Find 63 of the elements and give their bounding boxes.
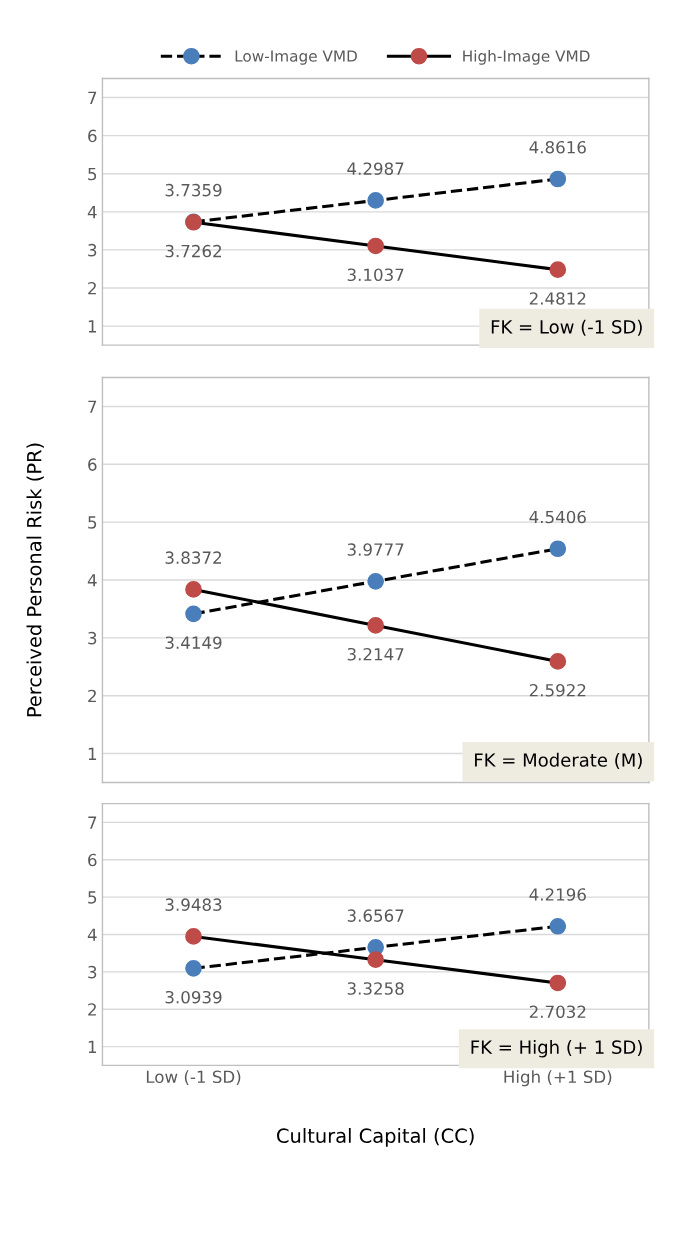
point (367, 572, 384, 590)
y-tick-label: 7 (88, 400, 97, 413)
y-tick-label: 6 (88, 129, 97, 143)
legend-label: Low-Image VMD (235, 50, 357, 65)
y-tick-label: 5 (88, 891, 97, 904)
y-tick-label: 5 (88, 167, 97, 181)
y-tick-label: 4 (87, 928, 97, 941)
point (185, 581, 202, 598)
y-tick-label: 2 (88, 1003, 96, 1016)
point (185, 605, 202, 623)
data-label: 3.2147 (347, 647, 404, 661)
annotation: FK = Moderate (M) (475, 752, 642, 769)
y-tick-label: 6 (88, 458, 97, 471)
data-label: 3.3258 (347, 982, 404, 995)
data-label: 3.4149 (165, 636, 222, 649)
y-tick-label: 3 (88, 631, 97, 645)
point (185, 928, 202, 945)
y-tick-label: 1 (88, 320, 97, 333)
data-label: 3.7262 (165, 244, 222, 258)
y-tick-label: 1 (88, 1040, 97, 1053)
y-tick-label: 4 (87, 206, 97, 219)
y-tick-label: 3 (88, 243, 97, 257)
y-tick-label: 1 (88, 747, 97, 760)
data-label: 4.2987 (347, 162, 404, 175)
data-label: 4.2196 (529, 888, 586, 901)
y-tick-label: 7 (88, 816, 97, 829)
y-tick-label: 2 (88, 281, 96, 295)
data-label: 3.6567 (347, 909, 404, 922)
y-axis-title: Perceived Personal Risk (PR) (26, 443, 44, 717)
data-label: 2.7032 (529, 1005, 586, 1019)
point (367, 951, 384, 969)
y-tick-label: 6 (88, 853, 97, 867)
point (549, 653, 567, 670)
data-label: 3.1037 (347, 268, 404, 282)
point (367, 237, 384, 255)
x-tick-label: Low (-1 SD) (146, 1070, 241, 1086)
data-label: 4.8616 (529, 140, 586, 154)
point (549, 917, 567, 935)
point (549, 974, 567, 992)
point (367, 192, 384, 209)
x-axis-title: Cultural Capital (CC) (277, 1127, 474, 1147)
point (549, 170, 567, 188)
annotation: FK = High (+ 1 SD) (471, 1040, 642, 1058)
data-label: 3.8372 (165, 551, 222, 564)
y-tick-label: 4 (87, 574, 97, 587)
y-tick-label: 3 (88, 965, 97, 979)
y-tick-label: 2 (88, 689, 96, 703)
y-tick-label: 5 (88, 516, 97, 529)
y-tick-label: 7 (88, 91, 97, 104)
data-label: 3.7359 (165, 183, 222, 197)
point (367, 617, 384, 634)
point (549, 540, 567, 558)
data-label: 2.4812 (529, 292, 586, 305)
point (185, 960, 202, 977)
data-label: 4.5406 (529, 510, 586, 524)
point (549, 261, 567, 279)
x-tick-label: High (+1 SD) (504, 1070, 612, 1087)
legend-label: High-Image VMD (463, 49, 590, 65)
data-label: 3.9777 (347, 543, 404, 556)
data-label: 3.9483 (165, 898, 222, 911)
data-label: 2.5922 (529, 683, 586, 697)
annotation: FK = Low (-1 SD) (491, 319, 642, 336)
data-label: 3.0939 (165, 990, 222, 1004)
